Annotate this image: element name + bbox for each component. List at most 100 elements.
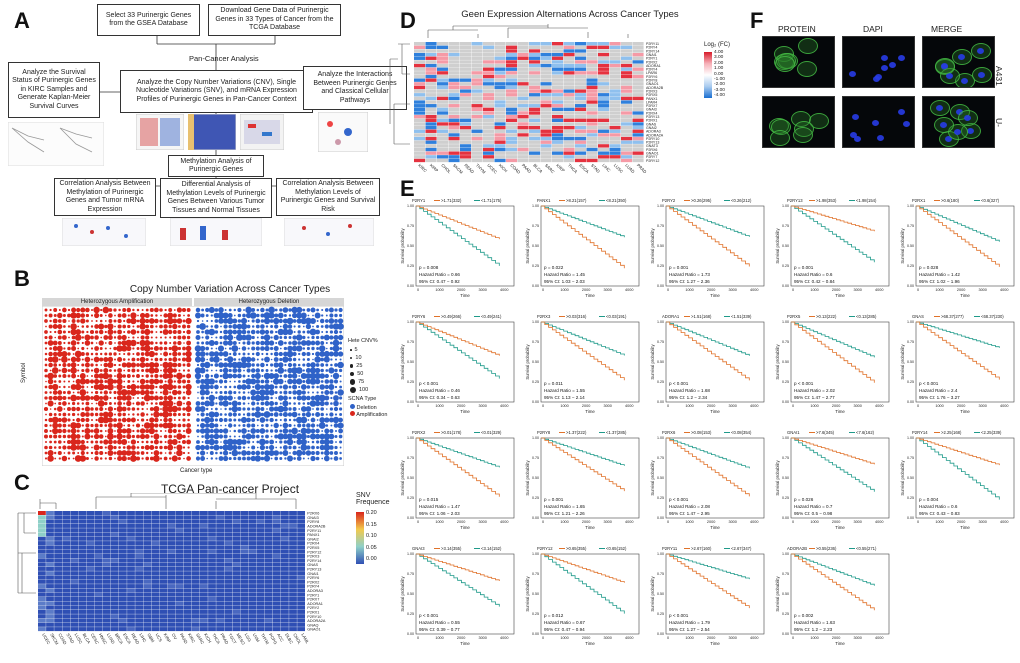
km-axes bbox=[415, 321, 515, 403]
cnv-dot-del bbox=[228, 407, 232, 411]
expr-cell bbox=[529, 71, 541, 75]
snv-cell bbox=[135, 579, 143, 584]
expr-cell bbox=[609, 82, 621, 86]
km-curve-low bbox=[916, 321, 1000, 348]
cnv-dot-del bbox=[282, 445, 288, 450]
cnv-dot-del bbox=[232, 323, 238, 330]
snv-cell bbox=[159, 541, 168, 546]
cnv-dot-del bbox=[297, 402, 301, 405]
thumb-corr-plot bbox=[62, 218, 146, 246]
expr-cell bbox=[563, 67, 575, 71]
snv-cell bbox=[119, 523, 127, 528]
snv-cell bbox=[248, 554, 257, 558]
cnv-dot-amp bbox=[63, 452, 66, 454]
snv-cell bbox=[54, 579, 62, 584]
cnv-dot-del bbox=[241, 384, 247, 390]
km-plot: P2RY11 >2.67(160) <2.67(347)0.000.250.500.… bbox=[650, 546, 765, 646]
cnv-dot-del bbox=[251, 352, 255, 356]
cnv-dot-del bbox=[195, 444, 201, 451]
cnv-dot-amp bbox=[116, 389, 123, 396]
cnv-dot-del bbox=[209, 428, 214, 434]
cnv-dot-amp bbox=[126, 374, 131, 378]
cnv-dot-del bbox=[204, 423, 210, 428]
snv-cell bbox=[208, 618, 216, 623]
cnv-dot-del bbox=[287, 455, 293, 462]
cnv-dot-amp bbox=[127, 407, 131, 411]
cnv-dot-amp bbox=[47, 455, 54, 462]
snv-cell bbox=[102, 549, 111, 554]
cnv-dot-del bbox=[321, 430, 324, 432]
cnv-dot-amp bbox=[136, 341, 140, 345]
dapi-image-u2os bbox=[842, 96, 915, 148]
legend-scna-deletion: Deletion bbox=[350, 404, 377, 411]
cnv-dot-del bbox=[302, 423, 306, 428]
cnv-dot-amp bbox=[177, 340, 182, 346]
expr-cell bbox=[563, 125, 575, 130]
cnv-dot-del bbox=[283, 374, 288, 378]
cnv-dot-del bbox=[213, 312, 220, 319]
cnv-dot-amp bbox=[172, 351, 178, 357]
cnv-dot-del bbox=[228, 412, 233, 417]
expr-cell bbox=[494, 42, 506, 46]
cnv-dot-del bbox=[251, 357, 256, 362]
cnv-dot-amp bbox=[114, 358, 116, 361]
cnv-dot-del bbox=[256, 358, 259, 361]
km-x-tick: 4000 bbox=[625, 636, 633, 640]
snv-cell bbox=[200, 554, 208, 558]
km-x-tick: 0 bbox=[792, 288, 794, 292]
expr-cell bbox=[425, 93, 437, 97]
snv-cancer-label: SKCM bbox=[49, 632, 60, 645]
snv-cell bbox=[272, 597, 281, 601]
cnv-dot-del bbox=[311, 335, 315, 340]
cnv-dot-amp bbox=[53, 380, 57, 383]
snv-cell bbox=[216, 584, 224, 589]
cnv-dot-del bbox=[222, 318, 229, 324]
cnv-dot-amp bbox=[113, 445, 117, 450]
expr-cell bbox=[437, 151, 449, 155]
expr-cell bbox=[575, 82, 587, 86]
cnv-dot-amp bbox=[150, 413, 153, 416]
snv-cell bbox=[272, 627, 281, 632]
snv-cell bbox=[78, 597, 87, 601]
cnv-dot-del bbox=[333, 395, 339, 401]
cnv-dot-amp bbox=[122, 358, 126, 361]
expr-cell bbox=[414, 133, 426, 137]
box-cnv-snv-mrna: Analyze the Copy Number Variations (CNV)… bbox=[120, 70, 313, 113]
cnv-dot-del bbox=[237, 396, 242, 400]
expr-cell bbox=[598, 155, 610, 159]
km-y-tick: 1.00 bbox=[782, 204, 789, 208]
snv-cell bbox=[70, 523, 79, 528]
cnv-dot-amp bbox=[80, 307, 86, 313]
panel-c-title: TCGA Pan-cancer Project bbox=[160, 482, 300, 496]
cnv-dot-amp bbox=[67, 363, 71, 367]
km-pvalue: p < 0.001 bbox=[419, 613, 439, 618]
cnv-dot-amp bbox=[136, 429, 140, 433]
cnv-dot-amp bbox=[136, 330, 140, 334]
cnv-dot-del bbox=[306, 385, 311, 389]
snv-cell bbox=[143, 614, 152, 619]
snv-cell bbox=[248, 618, 257, 623]
snv-cell bbox=[297, 588, 305, 593]
snv-cell bbox=[151, 515, 160, 520]
cnv-dot-del bbox=[293, 457, 296, 460]
cnv-dot-del bbox=[250, 329, 256, 335]
snv-cell bbox=[110, 554, 119, 558]
cnv-dot-amp bbox=[113, 451, 117, 455]
cnv-dot-del bbox=[319, 345, 326, 352]
cnv-dot-del bbox=[210, 391, 213, 394]
cnv-dot-del bbox=[311, 451, 315, 455]
snv-cell bbox=[264, 566, 273, 571]
box-corr-survival: Correlation Analysis Between Methylation… bbox=[276, 178, 380, 216]
cnv-dot-amp bbox=[44, 330, 48, 334]
cnv-dot-amp bbox=[135, 401, 141, 406]
snv-cell bbox=[102, 566, 111, 571]
expr-cell bbox=[609, 107, 621, 112]
cnv-dot-amp bbox=[159, 324, 163, 329]
cnv-dot-amp bbox=[163, 395, 168, 401]
km-pvalue: p = 0.022 bbox=[544, 265, 564, 270]
cnv-dot-del bbox=[241, 428, 247, 434]
snv-cell bbox=[62, 575, 71, 580]
cnv-dot-del bbox=[316, 419, 319, 421]
expr-cell bbox=[632, 45, 644, 49]
expr-cell bbox=[483, 45, 495, 49]
